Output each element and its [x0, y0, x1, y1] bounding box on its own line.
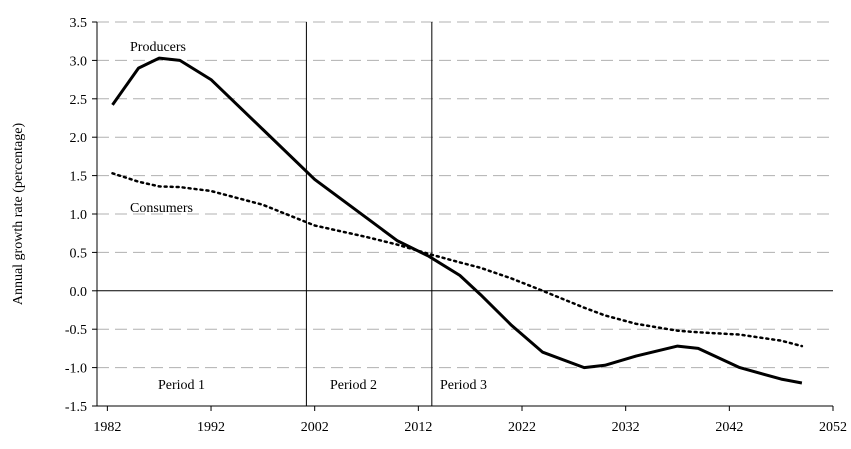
x-tick-label: 1982: [93, 420, 121, 435]
period-label: Period 2: [330, 378, 377, 393]
period-label: Period 1: [158, 378, 205, 393]
y-tick-label: 3.0: [70, 54, 88, 69]
series-annotation: Producers: [130, 40, 186, 55]
y-tick-label: 1.5: [70, 170, 88, 185]
y-tick-label: 3.5: [70, 16, 88, 31]
x-tick-label: 2022: [508, 420, 536, 435]
x-tick-label: 2032: [612, 420, 640, 435]
y-tick-label: 1.0: [70, 208, 88, 223]
series-line: [111, 56, 803, 385]
x-tick-label: 2042: [715, 420, 743, 435]
x-tick-label: 2052: [819, 420, 847, 435]
x-tick-label: 2012: [404, 420, 432, 435]
period-label: Period 3: [440, 378, 487, 393]
y-tick-label: -1.5: [65, 400, 87, 415]
y-tick-label: 0.0: [70, 285, 88, 300]
series-line: [111, 172, 804, 348]
series-annotation: Consumers: [130, 201, 193, 216]
y-axis-label: Annual growth rate (percentage): [11, 123, 26, 306]
y-tick-label: -1.0: [65, 362, 87, 377]
x-tick-label: 2002: [301, 420, 329, 435]
y-tick-label: 2.0: [70, 131, 88, 146]
y-tick-label: 2.5: [70, 93, 88, 108]
x-tick-label: 1992: [197, 420, 225, 435]
y-tick-label: -0.5: [65, 323, 87, 338]
y-tick-label: 0.5: [70, 246, 88, 261]
